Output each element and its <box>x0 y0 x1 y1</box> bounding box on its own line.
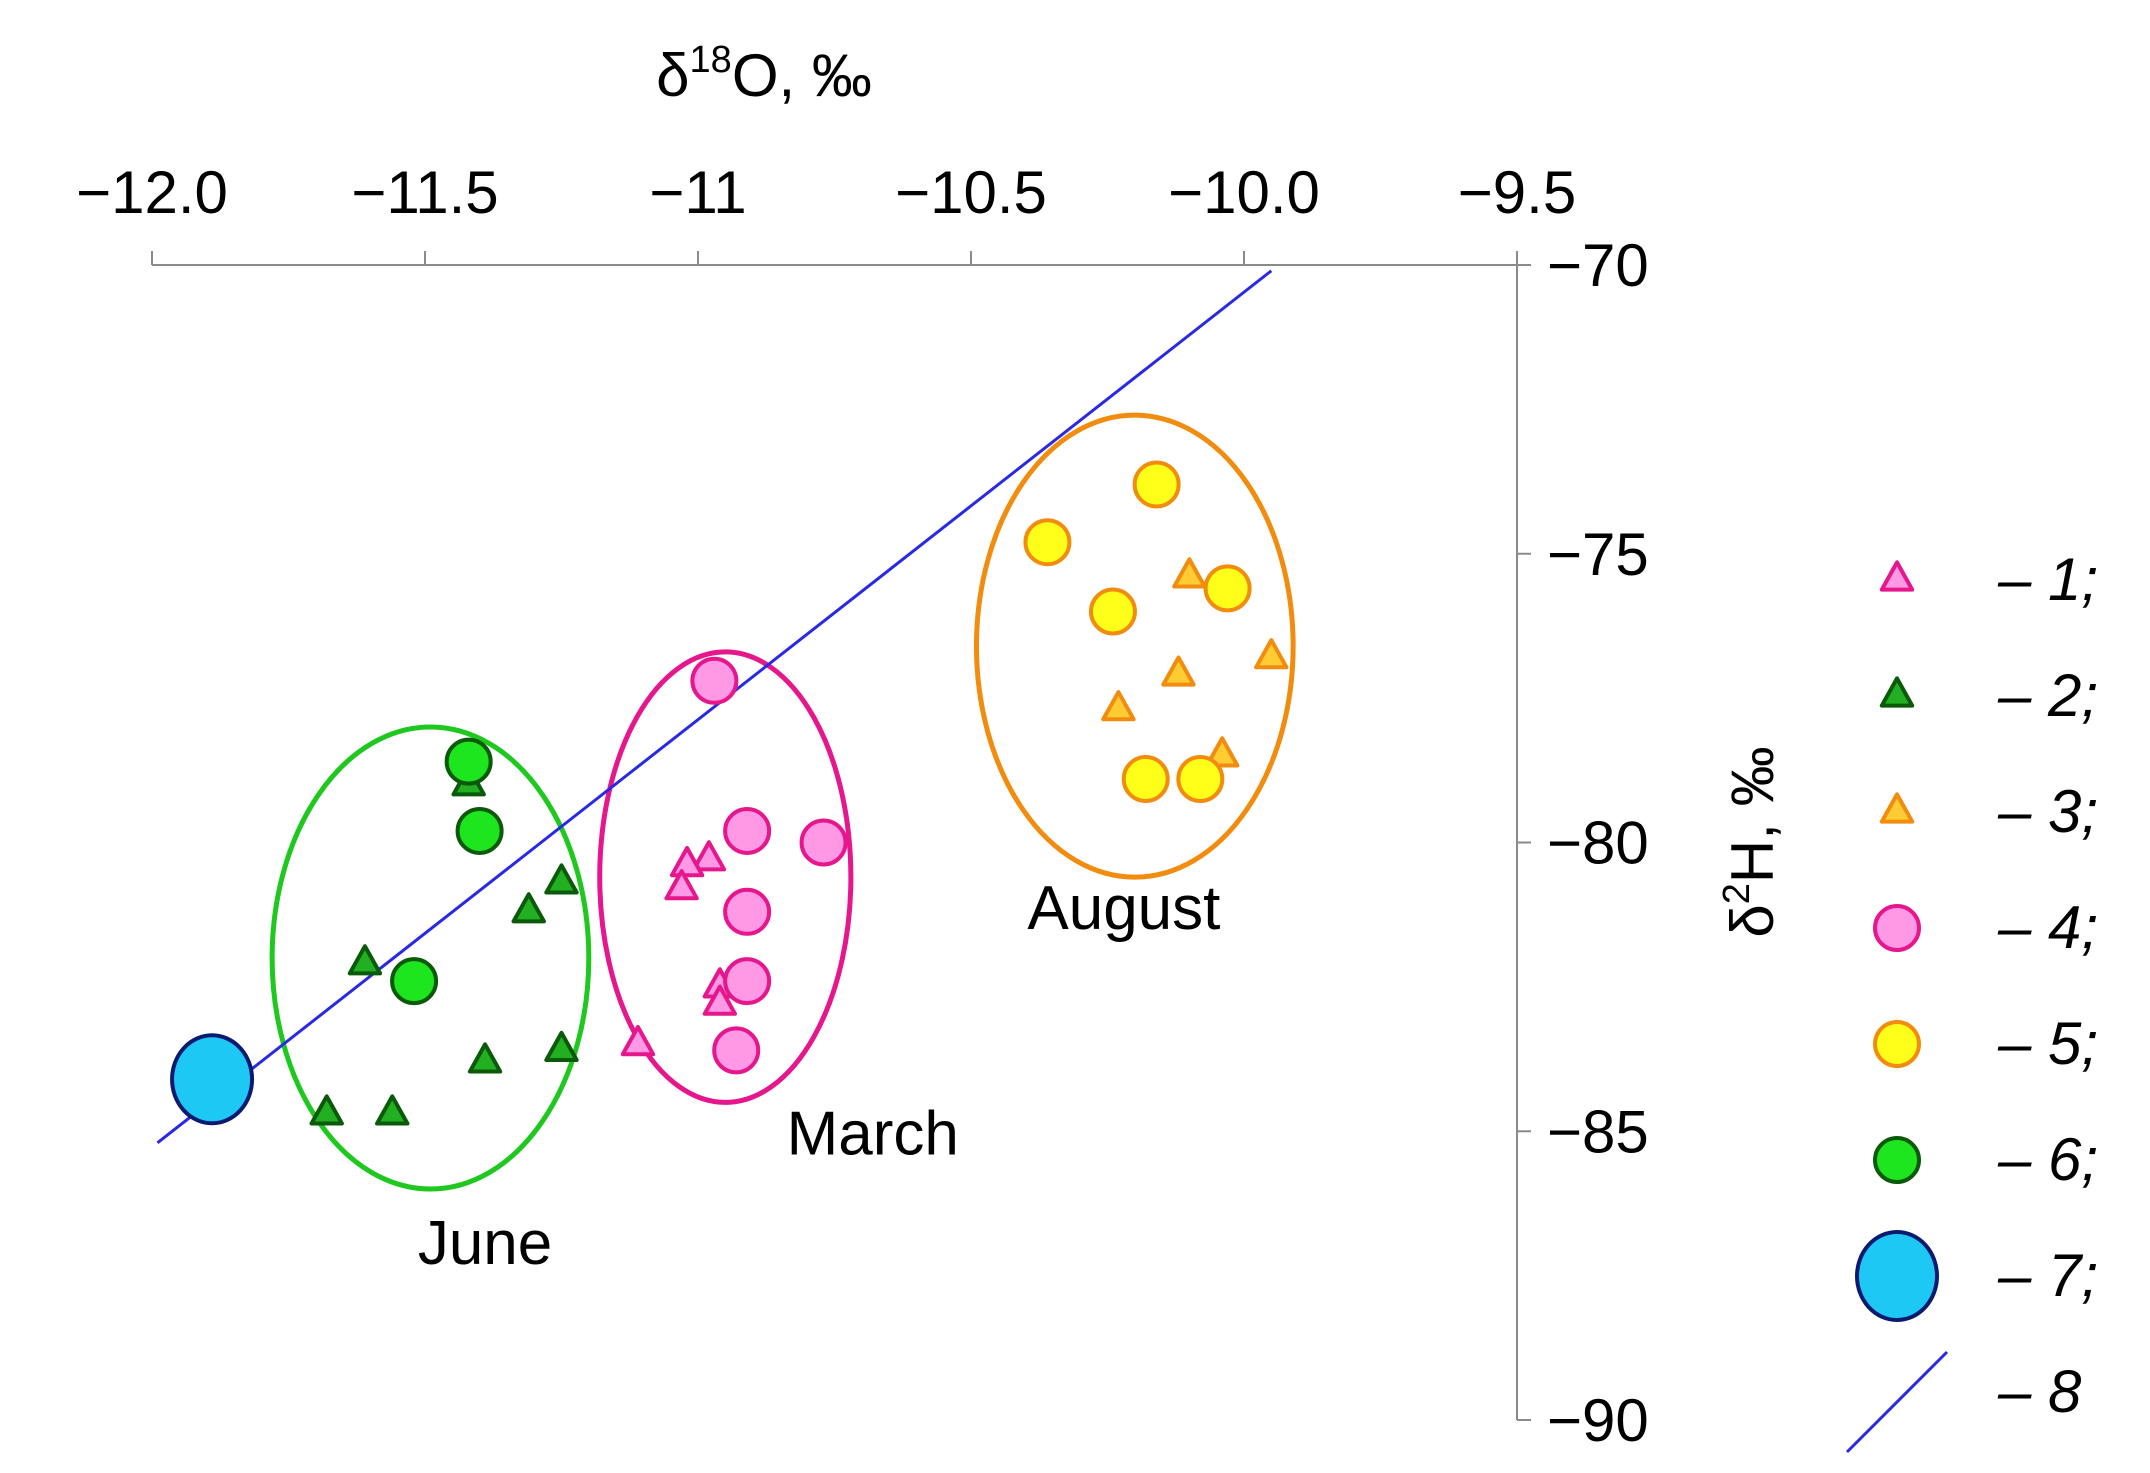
group-label-june: June <box>418 1209 552 1278</box>
legend-symbol-1 <box>1879 560 1915 592</box>
series-5-point <box>1121 754 1170 803</box>
legend-label-3: – 3; <box>1997 778 2098 845</box>
legend-label-1: – 1; <box>1997 546 2098 613</box>
series-2-point <box>309 1094 344 1126</box>
x-axis-title-base: δ <box>656 42 689 109</box>
series-4-point <box>723 806 772 855</box>
series-4-point <box>723 957 772 1006</box>
x-tick-label: −9.5 <box>1458 159 1576 226</box>
series-4-point <box>712 1026 761 1075</box>
series-4-point <box>690 656 739 705</box>
legend-symbol-8 <box>1845 1350 1949 1454</box>
series-1-point <box>664 869 699 901</box>
series-5-point <box>1132 460 1181 509</box>
legend-label-5: – 5; <box>1997 1010 2098 1077</box>
legend-symbol-3 <box>1879 792 1915 824</box>
series-2-point <box>347 944 383 976</box>
y-tick-label: −75 <box>1547 521 1649 588</box>
y-axis: −70 −75 −80 −85 −90 <box>1516 232 1649 1454</box>
x-axis: −12.0 −11.5 −11 −10.5 −10.0 −9.5 <box>76 159 1576 266</box>
series-3-point <box>1204 736 1240 768</box>
y-axis-title-sup: 2 <box>1716 883 1758 904</box>
series-2-point <box>511 892 546 924</box>
x-tick-label: −11 <box>649 159 746 226</box>
group-labels: June March August <box>418 874 1221 1278</box>
series-6-point <box>455 806 504 855</box>
series-5-point <box>1203 564 1252 613</box>
y-tick-label: −80 <box>1547 810 1649 877</box>
series-3-point <box>1172 557 1207 589</box>
y-tick-label: −85 <box>1547 1098 1649 1165</box>
series-5-point <box>1023 518 1072 567</box>
y-tick-label: −70 <box>1547 232 1649 299</box>
legend-label-7: – 7; <box>1997 1242 2098 1309</box>
series-6-point <box>390 957 439 1006</box>
legend-label-4: – 4; <box>1997 894 2098 961</box>
x-axis-title: δ18O, ‰ <box>656 39 872 109</box>
series-3-point <box>1161 655 1196 687</box>
legend-symbol-7 <box>1855 1230 1939 1322</box>
x-tick-label: −10.5 <box>895 159 1047 226</box>
y-axis-title-base: δ <box>1719 904 1786 937</box>
series-3-point <box>1254 638 1289 670</box>
legend-symbol-2 <box>1879 676 1915 708</box>
x-tick-label: −12.0 <box>76 159 228 226</box>
series-7-point <box>170 1033 255 1126</box>
y-axis-title: δ2H, ‰ <box>1716 746 1786 937</box>
series-6-point <box>444 737 493 786</box>
group-ellipse-august <box>973 412 1296 880</box>
series-2-point <box>467 1042 503 1074</box>
group-ellipse-march <box>597 649 854 1105</box>
x-tick-label: −10.0 <box>1168 159 1320 226</box>
series-1-point <box>669 846 705 878</box>
x-axis-title-tail: O, ‰ <box>732 42 872 109</box>
group-ellipses <box>269 412 1296 1192</box>
legend-symbol-4 <box>1873 904 1921 952</box>
y-axis-title-tail: H, ‰ <box>1719 746 1786 883</box>
group-label-march: March <box>787 1099 959 1168</box>
series-3-point <box>1101 690 1136 722</box>
legend: – 1; – 2; – 3; – 4; – 5; – 6; – 7; – 8 <box>1845 546 2098 1454</box>
series-5-point <box>1176 754 1225 803</box>
plot-area <box>156 269 1289 1144</box>
legend-symbol-6 <box>1873 1136 1921 1184</box>
y-tick-label: −90 <box>1547 1387 1649 1454</box>
series-1-point <box>702 984 738 1016</box>
x-tick-label: −11.5 <box>351 159 498 226</box>
series-1-point <box>620 1025 656 1057</box>
series-4-point <box>723 887 772 936</box>
series-2-point <box>375 1094 410 1126</box>
series-2-point <box>544 1030 579 1062</box>
legend-symbol-5 <box>1873 1020 1921 1068</box>
group-label-august: August <box>1027 874 1220 943</box>
series-4-point <box>799 818 848 867</box>
x-axis-title-sup: 18 <box>690 39 732 81</box>
legend-label-8: – 8 <box>1997 1358 2082 1425</box>
group-ellipse-june <box>269 724 592 1192</box>
series-5-point <box>1088 587 1137 636</box>
series-1-point <box>691 840 727 872</box>
legend-label-6: – 6; <box>1997 1126 2098 1193</box>
series-8-line <box>156 269 1273 1144</box>
legend-label-2: – 2; <box>1997 662 2098 729</box>
series-2-point <box>544 863 579 895</box>
